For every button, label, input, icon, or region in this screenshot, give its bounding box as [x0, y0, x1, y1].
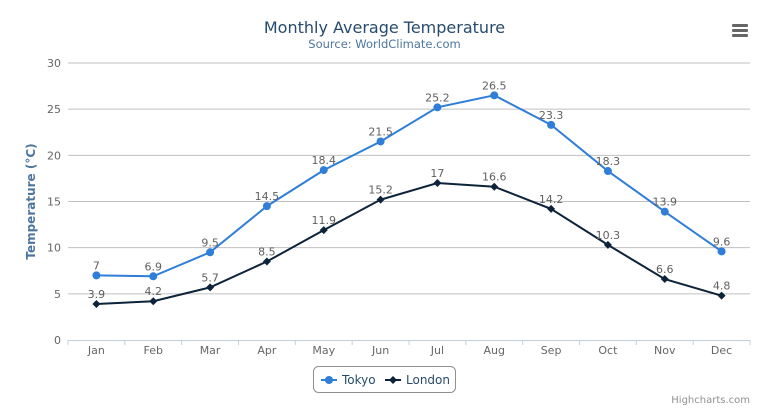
y-tick-label: 25 — [47, 103, 61, 116]
x-tick-label: Aug — [484, 344, 505, 357]
y-tick-label: 0 — [54, 334, 61, 347]
data-label: 4.2 — [145, 285, 163, 298]
x-tick-label: Sep — [541, 344, 562, 357]
data-label: 15.2 — [368, 184, 393, 197]
y-tick-label: 10 — [47, 242, 61, 255]
x-tick-label: Feb — [144, 344, 163, 357]
data-point[interactable] — [319, 226, 328, 235]
data-point[interactable] — [603, 167, 612, 176]
data-label: 6.9 — [145, 260, 163, 273]
x-tick-label: Jun — [371, 344, 389, 357]
data-point[interactable] — [547, 204, 556, 213]
data-point[interactable] — [490, 182, 499, 191]
data-label: 14.5 — [255, 190, 280, 203]
data-label: 23.3 — [539, 109, 564, 122]
chart-title: Monthly Average Temperature — [264, 18, 505, 37]
data-label: 18.4 — [312, 154, 337, 167]
data-label: 18.3 — [596, 155, 621, 168]
y-tick-label: 15 — [47, 196, 61, 209]
data-point[interactable] — [717, 291, 726, 300]
data-point[interactable] — [262, 202, 271, 211]
data-point[interactable] — [376, 195, 385, 204]
chart-subtitle: Source: WorldClimate.com — [308, 37, 460, 51]
data-label: 13.9 — [653, 196, 678, 209]
credits-link[interactable]: Highcharts.com — [671, 395, 750, 406]
data-point[interactable] — [206, 248, 215, 257]
data-point[interactable] — [433, 103, 442, 112]
legend-item-london[interactable]: London — [406, 373, 450, 387]
hamburger-menu-icon[interactable] — [732, 34, 748, 37]
data-point[interactable] — [262, 257, 271, 266]
x-tick-label: Apr — [257, 344, 277, 357]
data-point[interactable] — [433, 179, 442, 188]
data-label: 10.3 — [596, 229, 621, 242]
x-tick-label: Dec — [711, 344, 732, 357]
data-point[interactable] — [376, 137, 385, 146]
data-label: 8.5 — [258, 246, 276, 259]
series-line-tokyo — [96, 94, 723, 278]
data-point[interactable] — [149, 272, 158, 281]
data-label: 7 — [93, 259, 100, 272]
y-axis-title: Temperature (°C) — [24, 143, 38, 259]
data-point[interactable] — [206, 283, 215, 292]
data-point[interactable] — [660, 207, 669, 216]
legend-marker-circle-icon — [325, 376, 333, 384]
data-point[interactable] — [603, 240, 612, 249]
data-point[interactable] — [92, 299, 101, 308]
hamburger-menu-icon[interactable] — [732, 29, 748, 32]
legend — [313, 366, 456, 393]
y-tick-label: 20 — [47, 149, 61, 162]
data-label: 25.2 — [425, 91, 450, 104]
x-tick-label: Jan — [87, 344, 105, 357]
data-label: 3.9 — [88, 288, 106, 301]
x-tick-label: May — [312, 344, 335, 357]
data-label: 17 — [430, 167, 444, 180]
data-label: 14.2 — [539, 193, 564, 206]
data-label: 5.7 — [201, 271, 219, 284]
hamburger-menu-icon[interactable] — [732, 24, 748, 27]
data-label: 26.5 — [482, 79, 507, 92]
data-label: 9.5 — [201, 236, 219, 249]
x-tick-label: Jul — [430, 344, 444, 357]
data-label: 4.8 — [713, 280, 731, 293]
x-tick-label: Nov — [654, 344, 676, 357]
data-label: 16.6 — [482, 171, 507, 184]
y-tick-label: 5 — [54, 288, 61, 301]
data-label: 11.9 — [312, 214, 337, 227]
data-point[interactable] — [547, 120, 556, 129]
legend-marker-diamond-icon — [389, 376, 397, 384]
data-point[interactable] — [149, 297, 158, 306]
data-point[interactable] — [660, 275, 669, 284]
data-label: 6.6 — [656, 263, 674, 276]
data-point[interactable] — [92, 271, 101, 280]
series-line-london — [96, 182, 722, 305]
y-tick-label: 30 — [47, 57, 61, 70]
data-point[interactable] — [490, 91, 499, 100]
data-label: 21.5 — [368, 125, 393, 138]
data-point[interactable] — [717, 247, 726, 256]
data-label: 9.6 — [713, 235, 731, 248]
x-tick-label: Mar — [200, 344, 221, 357]
data-point[interactable] — [319, 166, 328, 175]
x-tick-label: Oct — [598, 344, 618, 357]
legend-item-tokyo[interactable]: Tokyo — [341, 373, 376, 387]
